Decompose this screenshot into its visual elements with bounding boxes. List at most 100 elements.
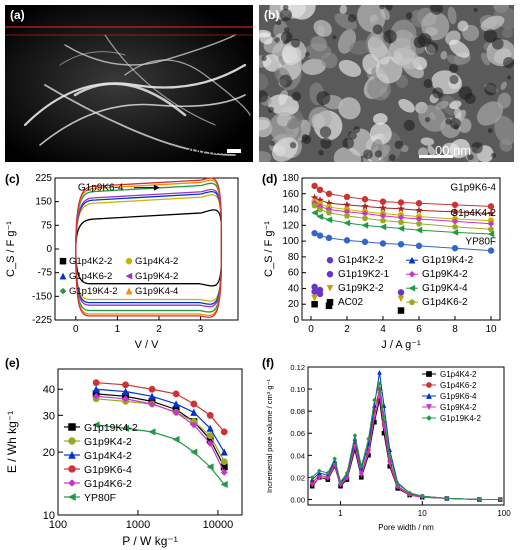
data-point-yp80f [311,229,318,237]
legend-label-g1p4k6-2: G1p4K6-2 [69,271,112,282]
sem-b-pore [347,130,357,140]
data-point-yp80f [190,448,198,456]
scalebar-label-a: 200 nm [185,143,226,157]
data-point-g1p19k4-2 [497,497,503,502]
y-axis-label: E / Wh kg⁻¹ [5,411,19,473]
data-point-g1p9k6-4 [316,186,324,194]
series-line-yp80f [314,232,492,252]
data-point-g1p9k4-2 [387,461,393,467]
sem-b-pore [425,117,431,123]
x-tick-label: 10000 [203,519,234,531]
sem-b-pore [353,126,361,134]
legend-label-g1p19k4-2: G1p19K4-2 [84,422,138,434]
sem-b-pore [279,8,293,22]
legend-label-g1p4k4-2: G1p4K4-2 [135,256,178,267]
sem-b-pore [275,19,282,26]
scatter-point-ac02 [311,300,318,308]
sem-image-b: 00 nm [259,5,514,162]
legend-label-g1p4k4-2: G1p4K4-2 [84,450,132,462]
data-point-g1p4k6-2 [361,214,369,221]
y-tick-label: 0.08 [290,407,305,416]
y-tick-label: 160 [282,189,299,200]
series-line-g1p9k4-4 [314,212,492,235]
data-point-yp80f [397,241,405,248]
sem-b-flake [441,142,461,158]
sem-b-pore [290,38,301,48]
sem-b-flake [369,34,383,48]
legend-label-g1p4k6-2: G1p4K6-2 [440,381,477,390]
sem-b-flake [301,58,327,75]
data-point-g1p9k4-4 [414,205,424,214]
sem-b-pore [267,106,275,113]
data-point-g1p9k4-2 [352,444,358,450]
x-axis-label: P / W kg⁻¹ [122,534,177,548]
sem-image-a-texture [5,5,253,162]
data-point-yp80f [379,240,387,247]
y-tick-label: 150 [35,197,52,208]
legend-marker-g1p19k4-2 [408,256,416,264]
y-axis-label: Incremental pore volume / cm³ g⁻¹ [265,378,274,493]
legend-label-g1p9k4-2: G1p9K4-2 [135,271,178,282]
data-point-g1p4k6-2 [325,209,333,216]
cv-curve-g1p9k6-4 [75,177,223,318]
scatter-point-g1p9k2-2 [311,294,319,302]
data-point-g1p19k4-2 [381,414,387,420]
x-tick-label: 3 [198,324,204,335]
data-point-yp80f [92,421,100,429]
legend-marker-g1p9k4-2 [408,270,416,278]
sem-b-flake [446,54,461,66]
sem-b-flake [500,81,507,90]
scatter-point-g1p9k2-2 [397,295,405,303]
data-point-g1p4k4-2 [148,392,156,400]
sem-b-flake [349,40,372,55]
y-tick-label: 0.12 [290,363,305,372]
data-point-g1p19k4-2 [395,481,401,487]
sem-b-flake [321,52,338,69]
y-axis-label: C_S / F g⁻¹ [263,221,275,277]
y-tick-label: 20 [288,299,300,310]
data-point-g1p9k4-2 [206,432,214,440]
legend-label-ac02: AC02 [338,297,363,308]
sem-b-flake [427,145,436,157]
sem-b-pore [316,91,331,106]
data-point-g1p19k4-2 [344,470,350,476]
sem-b-flake [286,117,303,129]
sem-b-flake [440,50,448,60]
sem-b-pore [483,29,498,43]
data-point-g1p9k4-2 [309,482,315,488]
x-tick-label: 2 [156,324,162,335]
data-point-g1p4k6-2 [148,400,156,408]
sem-b-pore [432,87,444,99]
x-axis-label: J / A g⁻¹ [381,339,421,351]
data-point-g1p19k4-2 [377,381,382,386]
legend-marker-g1p4k6-2 [426,382,432,388]
sem-b-pore [301,134,312,144]
y-tick-label: 0.06 [290,429,305,438]
sem-b-pore [467,153,474,161]
legend-label-g1p9k2-2: G1p9K2-2 [338,283,384,294]
sem-b-flake [259,32,273,45]
plot-label-g1p9k6-4: G1p9K6-4 [450,183,496,194]
data-point-g1p19k4-2 [387,452,393,458]
data-point-g1p4k4-2 [206,424,214,432]
legend-marker-g1p4k2-2 [59,257,67,265]
sem-b-flake [308,106,332,131]
sem-image-a: 200 nm [5,5,253,162]
plot-label-g1p4k4-2: G1p4K4-2 [450,208,496,219]
data-point-g1p4k4-2 [190,408,198,416]
sem-b-pore [379,5,385,10]
data-point-g1p19k4-2 [332,456,338,461]
data-point-g1p4k6-2 [206,439,214,448]
x-tick-label: 4 [380,324,386,335]
data-point-g1p4k6-2 [415,220,423,227]
y-tick-label: 0.02 [290,473,305,482]
legend-marker-g1p9k4-2 [125,272,133,280]
sem-b-pore [318,149,324,156]
sem-b-pore [363,149,373,160]
data-point-g1p9k6-4 [220,428,228,436]
sem-b-flake [454,107,462,121]
data-point-g1p9k4-4 [397,225,405,232]
data-point-yp80f [148,428,156,436]
sem-b-pore [471,141,483,154]
data-point-g1p19k4-2 [419,493,425,499]
